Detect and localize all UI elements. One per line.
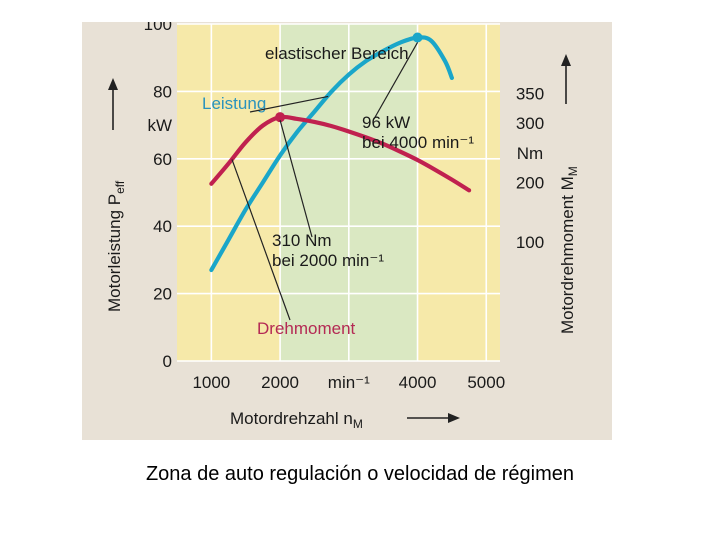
x-tick-label: 5000 — [467, 373, 505, 392]
bottom-axis-arrowhead — [448, 413, 460, 423]
y-tick-label: 40 — [153, 217, 172, 236]
left-axis-title: Motorleistung Peff — [105, 180, 127, 312]
y-tick-label: 100 — [144, 22, 172, 34]
annotation-label: bei 4000 min⁻¹ — [362, 133, 474, 152]
annotation-label: 310 Nm — [272, 231, 332, 250]
axis-arrows — [108, 54, 571, 423]
peak-marker — [275, 112, 286, 123]
grid-lines — [177, 23, 500, 362]
bottom-axis-ticks: 1000 2000 min⁻¹ 4000 5000 — [192, 373, 505, 392]
series-layer — [209, 35, 472, 273]
annotation-label: 96 kW — [362, 113, 410, 132]
right-axis-unit: Nm — [517, 144, 543, 163]
series-label-drehmoment: Drehmoment — [257, 319, 356, 338]
right-axis-label: Motordrehmoment MM — [558, 166, 580, 334]
y-tick-label: 80 — [153, 82, 172, 101]
bottom-axis-label-text: Motordrehzahl n — [230, 409, 353, 428]
left-axis-label: Motorleistung Peff — [105, 180, 127, 312]
right-axis-ticks: 100 200 300 350 — [516, 84, 544, 252]
bottom-axis-label-sub: M — [353, 417, 363, 431]
right-axis-title: Motordrehmoment MM — [558, 166, 580, 334]
y-tick-label: 60 — [153, 150, 172, 169]
leader-line-drehmoment — [231, 159, 291, 321]
left-axis-arrowhead — [108, 78, 118, 90]
x-tick-label: 4000 — [399, 373, 437, 392]
y-tick-label: 0 — [163, 352, 172, 371]
annotation-leader — [279, 120, 313, 238]
region-label: elastischer Bereich — [265, 44, 409, 63]
y-tick-label: 20 — [153, 285, 172, 304]
annotation-label: bei 2000 min⁻¹ — [272, 251, 384, 270]
x-tick-label: 2000 — [261, 373, 299, 392]
x-tick-label: min⁻¹ — [328, 373, 370, 392]
left-axis-label-text: Motorleistung P — [105, 194, 124, 312]
left-axis-label-sub: eff — [113, 180, 127, 194]
leader-line-leistung — [249, 95, 329, 113]
figure-caption: Zona de auto regulación o velocidad de r… — [145, 463, 575, 485]
chart-figure: Leistung Drehmoment 96 kW bei 4000 min⁻¹ 310… — [82, 22, 612, 440]
series-label-leistung: Leistung — [202, 94, 266, 113]
series-line-drehmoment — [209, 114, 472, 193]
x-tick-label: 1000 — [192, 373, 230, 392]
left-axis-unit: kW — [147, 116, 172, 135]
bottom-axis-label: Motordrehzahl nM — [230, 409, 363, 431]
y2-tick-label: 300 — [516, 114, 544, 133]
y2-tick-label: 200 — [516, 174, 544, 193]
annotation-leader — [373, 42, 419, 120]
y2-tick-label: 350 — [516, 84, 544, 103]
left-axis-ticks: 0 20 40 60 80 100 — [144, 22, 172, 371]
right-axis-arrowhead — [561, 54, 571, 66]
right-axis-label-sub: M — [566, 166, 580, 176]
series-line-leistung — [209, 35, 454, 273]
y2-tick-label: 100 — [516, 233, 544, 252]
right-axis-label-text: Motordrehmoment M — [558, 176, 577, 334]
peak-marker — [412, 32, 423, 43]
